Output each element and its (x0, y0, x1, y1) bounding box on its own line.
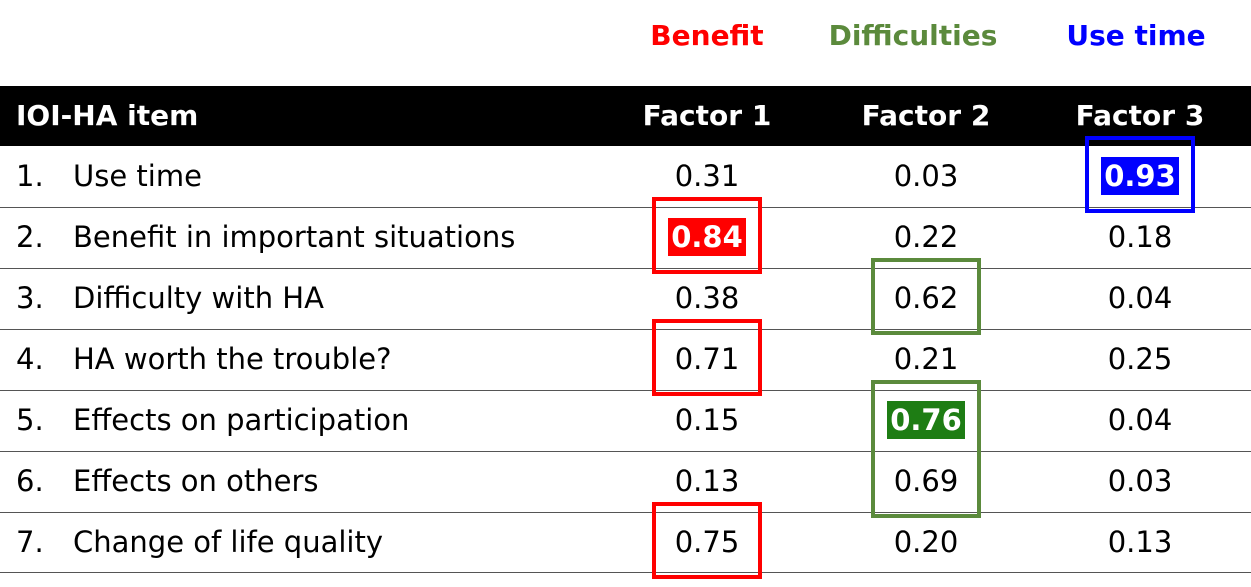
highlighted-value: 0.93 (1101, 157, 1179, 195)
factor-3-outline-box (1085, 136, 1195, 213)
table-row: 6. Effects on others 0.13 0.69 0.03 (0, 451, 1251, 512)
factor-label-use-time: Use time (1066, 19, 1206, 52)
item-label: Difficulty with HA (73, 281, 324, 315)
table-row: 1. Use time 0.31 0.03 0.93 (0, 146, 1251, 207)
row-divider (0, 207, 1251, 208)
factor-2-outline-box (871, 380, 981, 518)
table-row: 5. Effects on participation 0.15 0.76 0.04 (0, 390, 1251, 451)
factor-1-outline-box (652, 319, 762, 396)
loading-cell-factor-2: 0.03 (893, 159, 959, 193)
loading-cell-factor-3: 0.25 (1107, 342, 1173, 376)
item-number: 6. (16, 464, 44, 498)
table-header (0, 86, 1251, 146)
item-label: Change of life quality (73, 525, 384, 559)
loading-cell-factor-1: 0.75 (674, 525, 740, 559)
item-number: 2. (16, 220, 44, 254)
item-label: Effects on others (73, 464, 319, 498)
loading-cell-factor-1: 0.84 (597, 207, 817, 268)
loading-cell-factor-3: 0.18 (1107, 220, 1173, 254)
table-row: 4. HA worth the trouble? 0.71 0.21 0.25 (0, 329, 1251, 390)
loading-cell-factor-2: 0.62 (893, 281, 959, 315)
loading-cell-factor-3: 0.04 (1107, 281, 1173, 315)
item-number: 1. (16, 159, 44, 193)
loading-cell-factor-1: 0.15 (674, 403, 740, 437)
loading-cell-factor-1: 0.31 (674, 159, 740, 193)
header-item: IOI-HA item (16, 99, 199, 132)
loading-cell-factor-1: 0.38 (674, 281, 740, 315)
loading-cell-factor-3: 0.93 (1030, 146, 1250, 207)
row-divider (0, 268, 1251, 269)
loading-cell-factor-3: 0.04 (1107, 403, 1173, 437)
loading-cell-factor-2: 0.69 (893, 464, 959, 498)
factor-2-outline-box (871, 258, 981, 335)
item-label: Effects on participation (73, 403, 410, 437)
item-number: 7. (16, 525, 44, 559)
highlighted-value: 0.84 (668, 218, 746, 256)
highlighted-value: 0.76 (887, 401, 965, 439)
loading-cell-factor-3: 0.13 (1107, 525, 1173, 559)
loading-cell-factor-3: 0.03 (1107, 464, 1173, 498)
loading-cell-factor-2: 0.21 (893, 342, 959, 376)
factor-1-outline-box (652, 197, 762, 274)
factor-1-outline-box (652, 502, 762, 579)
factor-label-benefit: Benefit (650, 19, 764, 52)
row-divider (0, 451, 1251, 452)
item-label: Use time (73, 159, 202, 193)
loading-cell-factor-1: 0.71 (674, 342, 740, 376)
header-factor-1: Factor 1 (642, 99, 772, 132)
row-divider (0, 390, 1251, 391)
table-row: 2. Benefit in important situations 0.84 0.2… (0, 207, 1251, 268)
loading-cell-factor-2: 0.22 (893, 220, 959, 254)
row-divider (0, 572, 1251, 573)
row-divider (0, 512, 1251, 513)
factor-label-difficulties: Difficulties (828, 19, 998, 52)
item-number: 3. (16, 281, 44, 315)
loading-cell-factor-2: 0.20 (893, 525, 959, 559)
row-divider (0, 329, 1251, 330)
item-label: HA worth the trouble? (73, 342, 392, 376)
item-number: 5. (16, 403, 44, 437)
item-label: Benefit in important situations (73, 220, 516, 254)
item-number: 4. (16, 342, 44, 376)
loading-cell-factor-1: 0.13 (674, 464, 740, 498)
loading-cell-factor-2: 0.76 (816, 390, 1036, 451)
header-factor-2: Factor 2 (861, 99, 991, 132)
table-row: 7. Change of life quality 0.75 0.20 0.13 (0, 512, 1251, 573)
table-row: 3. Difficulty with HA 0.38 0.62 0.04 (0, 268, 1251, 329)
header-factor-3: Factor 3 (1075, 99, 1205, 132)
